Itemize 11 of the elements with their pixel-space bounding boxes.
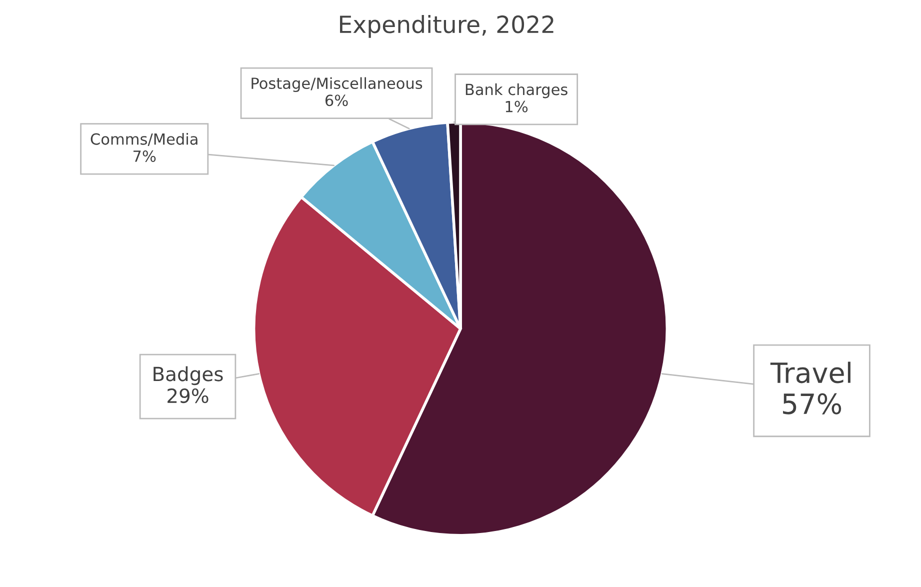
slice-label: Bank charges bbox=[466, 83, 568, 98]
data-label: 1% bbox=[506, 100, 528, 112]
slice-label: Travel bbox=[770, 362, 850, 384]
slice-label: Postage/Miscellaneous bbox=[252, 77, 422, 92]
slice-label: Badges bbox=[154, 366, 223, 386]
data-label: 6% bbox=[325, 94, 348, 106]
data-label: 29% bbox=[168, 388, 208, 404]
data-label: 57% bbox=[783, 393, 842, 414]
data-label: 7% bbox=[134, 150, 156, 162]
slice-label: Comms/Media bbox=[90, 133, 198, 146]
chart-title: Expenditure, 2022 bbox=[340, 14, 554, 38]
